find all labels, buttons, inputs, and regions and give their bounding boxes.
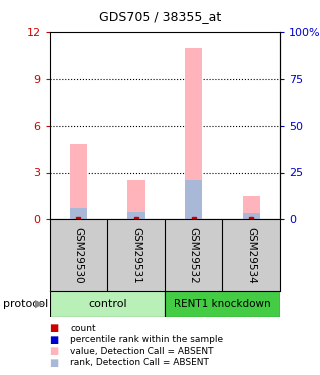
Bar [185,48,202,219]
Text: ■: ■ [50,358,59,368]
Bar [243,213,260,219]
Text: GSM29530: GSM29530 [73,226,84,284]
Bar [243,196,260,219]
Text: control: control [88,299,126,309]
Bar [127,211,145,219]
Text: ▶: ▶ [35,299,43,309]
Bar [70,144,87,219]
Bar [127,180,145,219]
Text: RENT1 knockdown: RENT1 knockdown [174,299,271,309]
Bar [165,291,280,317]
Text: protocol: protocol [3,299,48,309]
Bar [70,209,87,219]
Bar [185,180,202,219]
Text: ■: ■ [50,346,59,356]
Text: value, Detection Call = ABSENT: value, Detection Call = ABSENT [70,347,214,356]
Text: GSM29534: GSM29534 [246,226,256,284]
Text: percentile rank within the sample: percentile rank within the sample [70,335,224,344]
Text: GSM29531: GSM29531 [131,226,141,284]
Bar [50,291,165,317]
Text: GDS705 / 38355_at: GDS705 / 38355_at [99,10,221,23]
Text: ■: ■ [50,335,59,345]
Text: GSM29532: GSM29532 [188,226,199,284]
Text: rank, Detection Call = ABSENT: rank, Detection Call = ABSENT [70,358,209,368]
Text: ■: ■ [50,323,59,333]
Text: count: count [70,324,96,333]
